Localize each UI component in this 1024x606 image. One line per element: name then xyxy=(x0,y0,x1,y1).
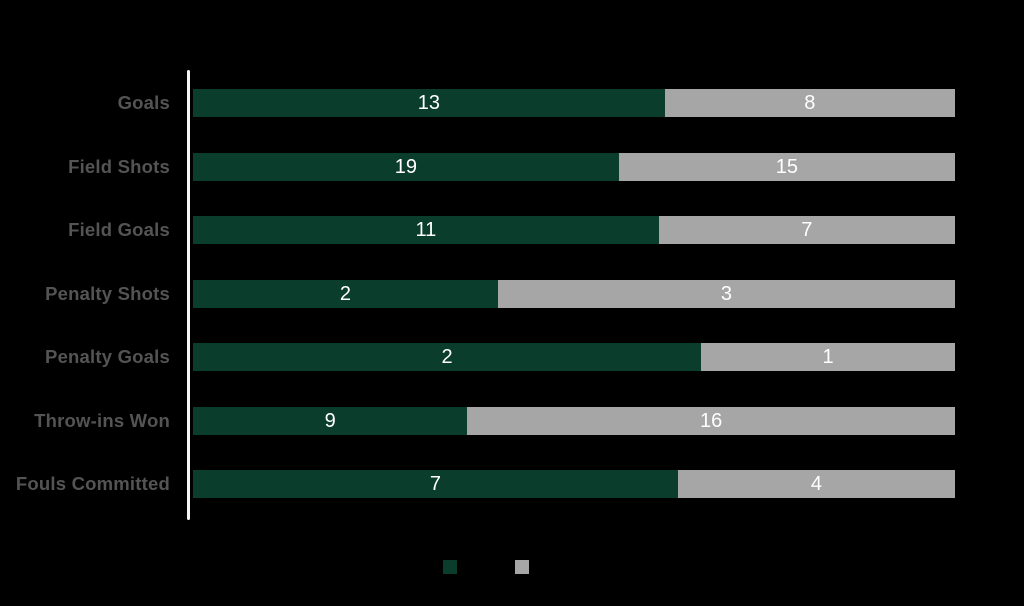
bar-value-label: 4 xyxy=(810,473,822,495)
bar-segment-gray-team: 1 xyxy=(701,343,955,371)
stacked-bar: 19 15 xyxy=(193,152,955,181)
bar-value-label: 7 xyxy=(801,219,813,241)
y-axis-line xyxy=(187,70,190,520)
bar-value-label: 16 xyxy=(700,409,723,432)
category-label: Field Goals xyxy=(68,219,170,240)
bar-segment-green-team: 13 xyxy=(193,89,665,117)
bar-row: Goals 13 8 xyxy=(0,89,1024,117)
category-label: Penalty Goals xyxy=(45,346,170,367)
bar-value-label: 8 xyxy=(804,92,816,114)
bar-row: Throw-ins Won 9 16 xyxy=(0,406,1024,435)
bar-row: Penalty Goals 2 1 xyxy=(0,343,1024,371)
chart-legend xyxy=(0,560,1024,574)
bar-segment-green-team: 7 xyxy=(193,470,678,498)
bar-segment-gray-team: 7 xyxy=(658,216,955,244)
bar-segment-gray-team: 3 xyxy=(497,279,955,308)
bar-segment-green-team: 2 xyxy=(193,279,498,308)
category-label: Penalty Shots xyxy=(45,282,170,304)
stacked-bar: 11 7 xyxy=(193,216,955,244)
legend-swatch-gray xyxy=(515,560,529,574)
category-label: Fouls Committed xyxy=(15,473,170,494)
bar-value-label: 1 xyxy=(822,346,834,368)
bar-segment-gray-team: 16 xyxy=(467,406,955,435)
category-label: Throw-ins Won xyxy=(34,409,170,431)
bar-segment-green-team: 9 xyxy=(193,406,468,435)
legend-swatch-green xyxy=(443,560,457,574)
bar-row: Field Goals 11 7 xyxy=(0,216,1024,244)
bar-value-label: 19 xyxy=(394,155,418,178)
bar-segment-gray-team: 8 xyxy=(664,89,955,117)
category-label: Goals xyxy=(117,92,170,113)
bar-value-label: 13 xyxy=(417,92,440,114)
bar-value-label: 2 xyxy=(339,282,351,305)
bar-row: Penalty Shots 2 3 xyxy=(0,279,1024,308)
stacked-bar: 9 16 xyxy=(193,406,955,435)
bar-segment-gray-team: 4 xyxy=(677,470,955,498)
category-label: Field Shots xyxy=(68,155,170,177)
bar-row: Fouls Committed 7 4 xyxy=(0,470,1024,498)
bar-value-label: 2 xyxy=(441,346,453,368)
bar-segment-gray-team: 15 xyxy=(618,152,955,181)
bar-value-label: 15 xyxy=(775,155,799,178)
bar-row: Field Shots 19 15 xyxy=(0,152,1024,181)
bar-value-label: 3 xyxy=(720,282,732,305)
bar-value-label: 11 xyxy=(415,219,437,241)
bar-value-label: 9 xyxy=(324,409,336,432)
bar-segment-green-team: 2 xyxy=(193,343,701,371)
bar-segment-green-team: 19 xyxy=(193,152,619,181)
bar-segment-green-team: 11 xyxy=(193,216,659,244)
stacked-bar: 13 8 xyxy=(193,89,955,117)
bar-value-label: 7 xyxy=(429,473,442,495)
